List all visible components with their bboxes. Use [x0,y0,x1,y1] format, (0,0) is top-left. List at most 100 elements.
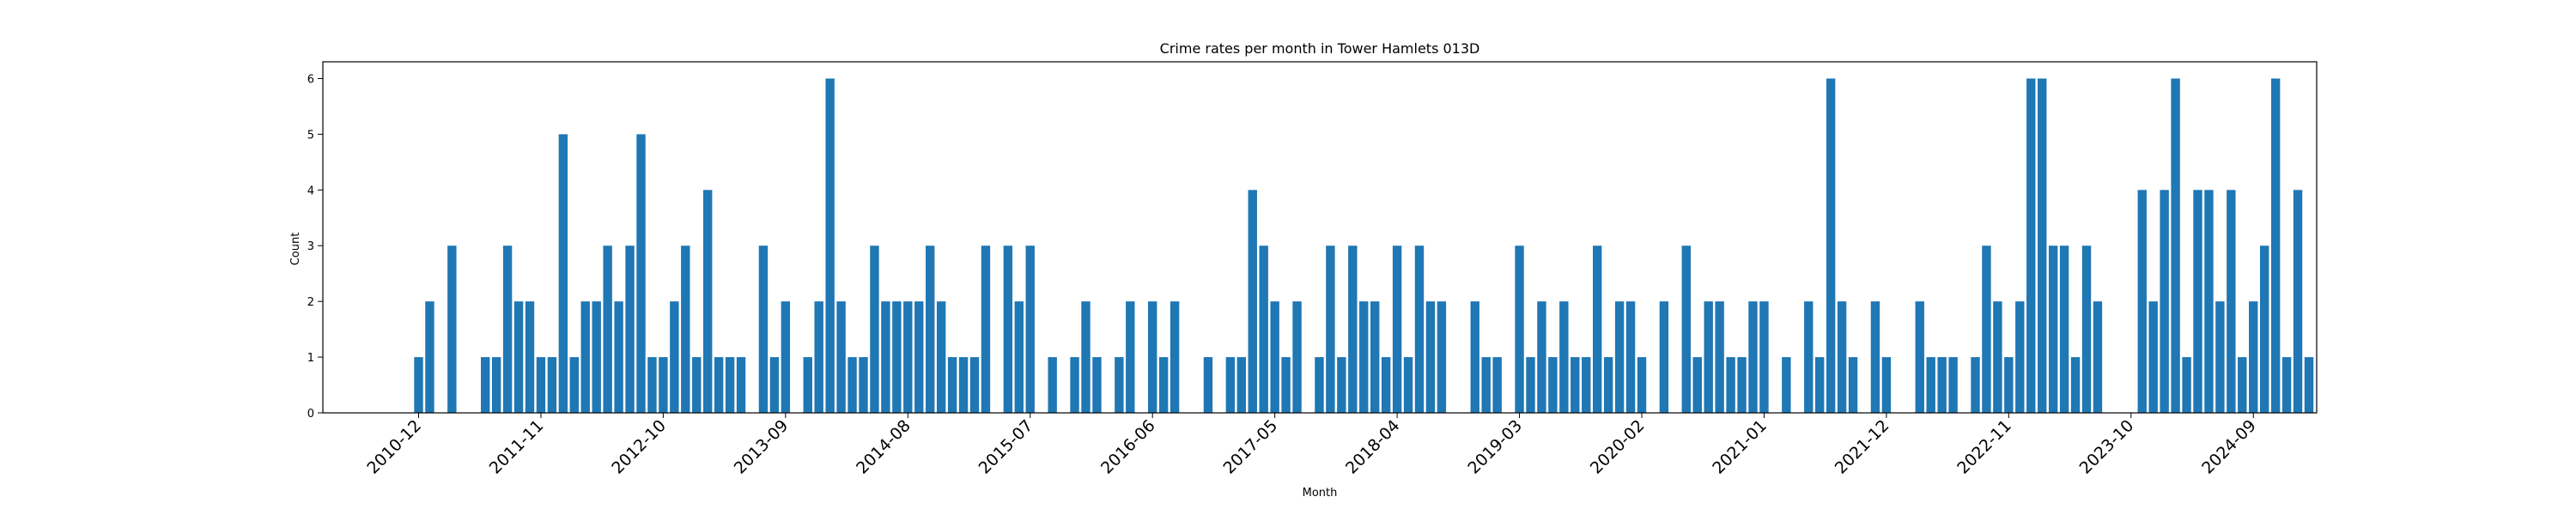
bar [692,357,702,413]
x-tick-label: 2019-03 [1464,416,1526,478]
bar [881,301,890,413]
bar [736,357,746,413]
bar [1826,78,1836,413]
bars-group [414,78,2314,413]
bar [958,357,969,413]
bar [502,245,513,413]
x-tick-label: 2017-05 [1219,416,1281,478]
bar [1370,301,1380,413]
y-tick-label: 5 [307,129,314,142]
bar [2204,190,2214,413]
bar [1759,301,1769,413]
bar [1537,301,1546,413]
bar [1115,357,1124,413]
bar [1603,357,1613,413]
bar [2004,357,2014,413]
bar [1248,190,1257,413]
bar [1971,357,1980,413]
bar [758,245,769,413]
bar [592,301,601,413]
bar [481,357,490,413]
x-tick-label: 2011-11 [486,416,548,478]
bar [1715,301,1724,413]
bar [1704,301,1713,413]
bar [2160,190,2169,413]
x-ticks-group: 2010-12 2011-11 2012-10 2013-09 2014-08 2015-… [363,413,2260,478]
bar [1870,301,1880,413]
bar [2260,245,2269,413]
bar [2193,190,2202,413]
bar [1593,245,1602,413]
bar [981,245,991,413]
bar [1681,245,1691,413]
bar [2015,301,2025,413]
bar [2182,357,2191,413]
bar [814,301,823,413]
bar [614,301,623,413]
bar [1637,357,1647,413]
x-tick-label: 2024-09 [2198,416,2260,478]
bar [1848,357,1858,413]
bar [1048,357,1057,413]
y-tick-label: 0 [307,408,314,421]
bar [1025,245,1035,413]
bar [1470,301,1479,413]
x-tick-label: 2020-02 [1587,416,1649,478]
bar [1993,301,2002,413]
bar [536,357,546,413]
x-axis-title: Month [1303,487,1338,500]
bar [2270,78,2281,413]
bar [1259,245,1268,413]
bar [969,357,980,413]
bar [2081,245,2092,413]
bar [1081,301,1091,413]
bar [2171,78,2180,413]
bar [947,357,957,413]
bar [714,357,724,413]
bar [1315,357,1324,413]
bar [513,301,524,413]
bar [1403,357,1413,413]
bar [2137,190,2147,413]
bar [725,357,735,413]
x-tick-label: 2021-12 [1832,416,1893,478]
bar [1726,357,1735,413]
bar [1804,301,1814,413]
x-tick-label: 2022-11 [1953,416,2015,478]
bar [1236,357,1246,413]
bar [2070,357,2081,413]
bar [414,357,423,413]
bar [1625,301,1636,413]
bar [803,357,812,413]
bar [1515,245,1524,413]
bar [1092,357,1102,413]
bar [569,357,579,413]
bar [425,301,434,413]
bar [1170,301,1180,413]
bar [1748,301,1758,413]
bar [603,245,612,413]
y-ticks-group: 0 1 2 3 4 5 6 [307,73,323,421]
bar [859,357,868,413]
bar [1292,301,1302,413]
bar [1014,301,1024,413]
bar [836,301,846,413]
x-tick-label: 2016-06 [1097,416,1159,478]
bar [1881,357,1892,413]
bar [1392,245,1402,413]
bar [769,357,780,413]
bar [580,301,590,413]
bar [1948,357,1958,413]
bar [2048,245,2058,413]
bar [1614,301,1625,413]
bar [926,245,935,413]
y-tick-label: 6 [307,73,314,86]
bar [1003,245,1013,413]
bar [491,357,501,413]
bar [1225,357,1236,413]
bar [1815,357,1825,413]
bar [2215,301,2225,413]
bar [1582,357,1591,413]
bar [1526,357,1535,413]
bar [1381,357,1391,413]
